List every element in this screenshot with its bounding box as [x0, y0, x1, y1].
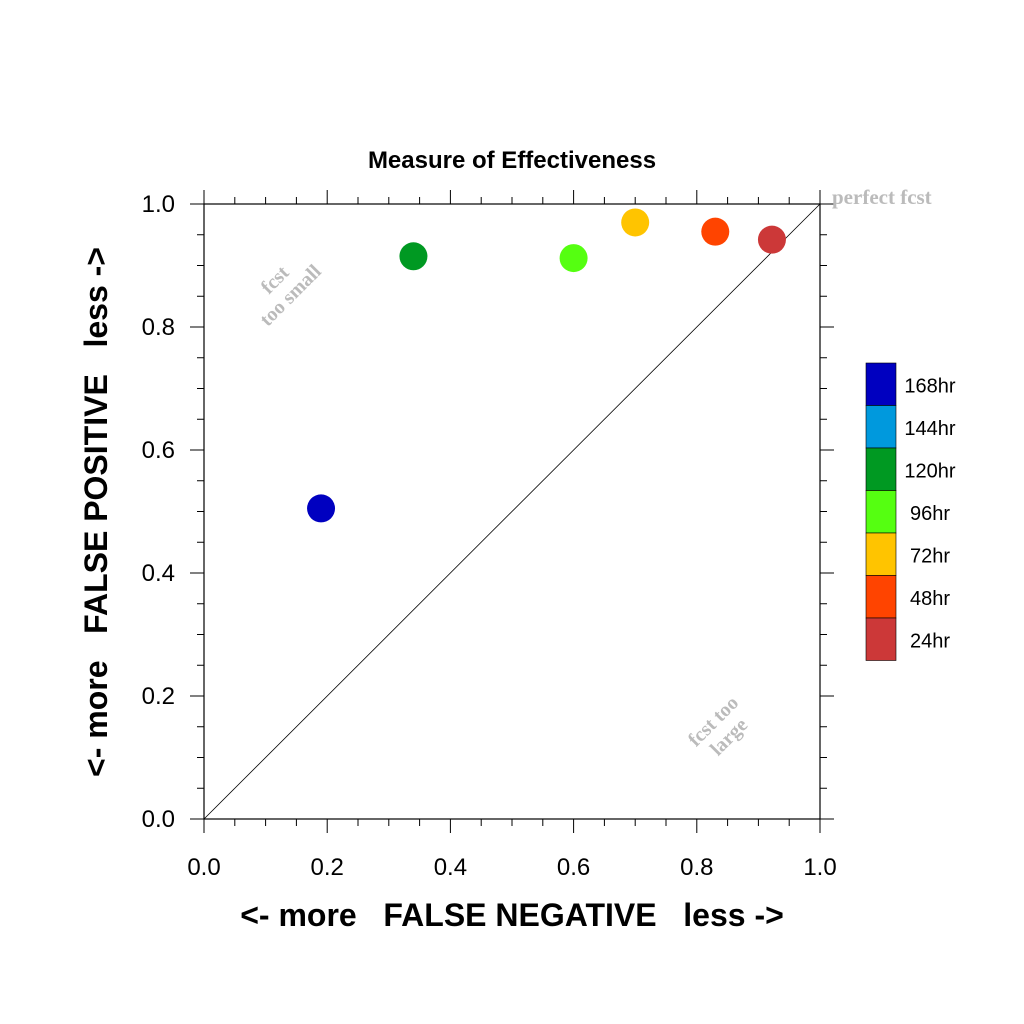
annotation-fcst-too-small: fcst too small — [256, 260, 326, 330]
legend-label-168hr: 168hr — [904, 375, 955, 397]
data-point-48hr — [701, 217, 730, 246]
legend-swatch-144hr — [865, 405, 897, 449]
legend-label-72hr: 72hr — [910, 545, 950, 567]
y-axis-label: <- more FALSE POSITIVE less -> — [78, 247, 114, 777]
x-tick-label: 0.0 — [187, 854, 220, 881]
annotation-fcst-too-large: fcst too large — [684, 692, 752, 760]
annotation-perfect-fcst: perfect fcst — [832, 185, 932, 209]
y-tick-label: 0.4 — [142, 560, 175, 587]
legend-label-48hr: 48hr — [910, 588, 950, 610]
legend-swatch-24hr — [865, 617, 897, 661]
legend-label-144hr: 144hr — [904, 418, 955, 440]
x-tick-label: 0.6 — [557, 854, 590, 881]
legend-swatch-48hr — [865, 575, 897, 619]
data-point-72hr — [621, 208, 650, 237]
x-tick-label: 0.2 — [311, 854, 344, 881]
legend-swatch-120hr — [865, 447, 897, 491]
x-tick-label: 0.8 — [680, 854, 713, 881]
legend: 168hr 144hr 120hr 96hr 72hr 48hr 24hr — [865, 362, 956, 661]
legend-swatch-72hr — [865, 532, 897, 576]
y-tick-label: 0.0 — [142, 806, 175, 833]
x-axis-label: <- more FALSE NEGATIVE less -> — [240, 897, 784, 933]
data-point-24hr — [757, 225, 786, 254]
legend-swatch-168hr — [865, 362, 897, 406]
chart-title: Measure of Effectiveness — [368, 147, 656, 174]
axis-ticks — [190, 190, 834, 833]
data-point-96hr — [559, 244, 588, 273]
data-point-120hr — [399, 242, 428, 271]
legend-label-96hr: 96hr — [910, 503, 950, 525]
axis-tick-labels: 0.0 0.2 0.4 0.6 0.8 1.0 0.0 0.2 0.4 0.6 0.8 1.0 — [142, 191, 837, 881]
diagonal-reference-line — [203, 203, 821, 820]
x-tick-label: 0.4 — [434, 854, 467, 881]
legend-label-24hr: 24hr — [910, 630, 950, 652]
data-points — [307, 208, 786, 523]
y-tick-label: 0.8 — [142, 314, 175, 341]
y-tick-label: 0.6 — [142, 437, 175, 464]
y-tick-label: 1.0 — [142, 191, 175, 218]
y-tick-label: 0.2 — [142, 683, 175, 710]
data-point-168hr — [307, 494, 336, 523]
annotation-fcst-too-small-line2: too small — [256, 260, 326, 330]
legend-label-120hr: 120hr — [904, 460, 955, 482]
legend-swatch-96hr — [865, 490, 897, 534]
x-tick-label: 1.0 — [803, 854, 836, 881]
